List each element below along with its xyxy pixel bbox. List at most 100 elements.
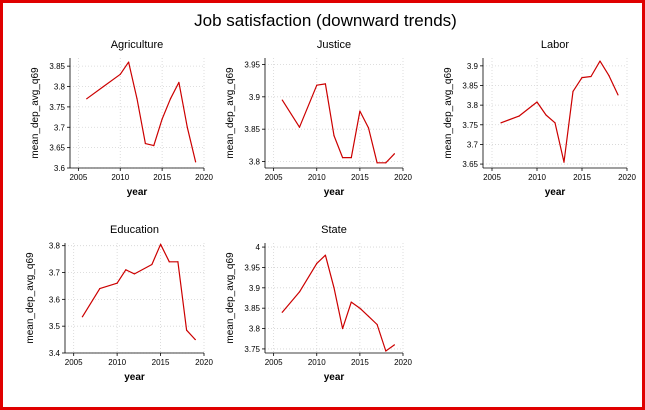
data-point xyxy=(102,85,105,88)
x-axis-title: year xyxy=(324,372,345,383)
data-point xyxy=(281,99,283,101)
y-tick-label: 3.95 xyxy=(244,263,260,272)
y-tick-label: 3.75 xyxy=(49,103,65,112)
y-tick-label: 3.85 xyxy=(244,125,260,134)
x-tick-label: 2020 xyxy=(195,173,213,182)
x-tick-label: 2005 xyxy=(483,173,501,182)
x-axis-title: year xyxy=(324,187,345,198)
x-tick-label: 2020 xyxy=(195,358,213,367)
x-tick-label: 2010 xyxy=(528,173,546,182)
panel-title: Agriculture xyxy=(111,39,164,51)
data-point xyxy=(385,350,387,352)
panel-state: 3.75 3.8 3.85 3.9 3.95 4 2005 2010 2015 2020 State… xyxy=(225,224,412,383)
y-tick-label: 3.75 xyxy=(244,345,260,354)
y-tick-label: 3.75 xyxy=(462,121,478,130)
x-tick-label: 2010 xyxy=(308,358,326,367)
data-point xyxy=(617,94,619,96)
data-point xyxy=(169,98,172,100)
data-point xyxy=(298,291,301,293)
data-point xyxy=(536,101,538,103)
x-axis-title: year xyxy=(124,372,145,383)
x-tick-label: 2005 xyxy=(265,173,283,182)
y-axis-title: mean_dep_avg_q69 xyxy=(443,67,454,159)
data-point xyxy=(367,315,370,317)
data-point xyxy=(144,142,146,145)
x-tick-label: 2010 xyxy=(108,358,126,367)
series-line xyxy=(281,83,395,164)
y-tick-label: 3.7 xyxy=(467,140,479,149)
y-tick-label: 3.8 xyxy=(467,101,479,110)
y-tick-label: 3.8 xyxy=(249,158,261,167)
y-tick-label: 3.8 xyxy=(49,242,61,251)
panel-title: State xyxy=(321,224,347,236)
data-point xyxy=(195,161,197,163)
x-axis-title: year xyxy=(127,187,148,198)
y-tick-label: 3.5 xyxy=(49,322,61,331)
series-line xyxy=(81,243,196,341)
data-point xyxy=(119,73,121,75)
x-tick-label: 2015 xyxy=(573,173,591,182)
data-point xyxy=(572,90,574,92)
series-line xyxy=(281,254,395,352)
panel-justice: 3.8 3.85 3.9 3.95 2005 2010 2015 2020 Justice yea… xyxy=(225,39,412,198)
data-point xyxy=(316,262,318,264)
data-point xyxy=(151,263,153,266)
y-tick-label: 3.9 xyxy=(249,93,261,102)
y-axis-title: mean_dep_avg_q69 xyxy=(30,67,41,159)
y-axis-title: mean_dep_avg_q69 xyxy=(225,67,236,159)
data-point xyxy=(376,323,378,326)
data-point xyxy=(342,157,344,159)
y-tick-label: 3.8 xyxy=(249,325,261,334)
y-axis-title: mean_dep_avg_q69 xyxy=(225,252,236,344)
y-tick-label: 3.7 xyxy=(54,123,66,132)
panel-title: Justice xyxy=(317,39,351,51)
y-tick-label: 3.8 xyxy=(54,83,66,92)
panel-title: Education xyxy=(110,224,159,236)
panel-agriculture: 3.6 3.65 3.7 3.75 3.8 3.85 2005 2010 2015 2020 Agr… xyxy=(30,39,213,198)
x-tick-label: 2005 xyxy=(265,358,283,367)
x-tick-label: 2015 xyxy=(351,358,369,367)
panel-education: 3.4 3.5 3.6 3.7 3.8 2005 2010 2015 2020 Education… xyxy=(25,224,213,383)
x-tick-label: 2015 xyxy=(152,358,170,367)
x-tick-label: 2005 xyxy=(69,173,87,182)
data-point xyxy=(350,157,352,159)
y-tick-label: 3.85 xyxy=(49,62,65,71)
x-tick-label: 2015 xyxy=(153,173,171,182)
y-tick-label: 3.65 xyxy=(462,160,478,169)
y-tick-label: 3.65 xyxy=(49,144,65,153)
data-point xyxy=(342,327,344,330)
data-point xyxy=(159,243,162,245)
x-tick-label: 2015 xyxy=(351,173,369,182)
data-point xyxy=(563,161,565,163)
data-point xyxy=(581,77,583,79)
y-tick-label: 3.4 xyxy=(49,349,61,358)
data-point xyxy=(177,261,179,263)
y-tick-label: 3.85 xyxy=(462,82,478,91)
data-point xyxy=(385,162,387,164)
data-point xyxy=(194,338,196,341)
data-point xyxy=(86,98,88,100)
data-point xyxy=(324,83,326,85)
series-line xyxy=(86,61,197,163)
x-axis-title: year xyxy=(545,187,566,198)
y-tick-label: 3.95 xyxy=(244,60,260,69)
panel-title: Labor xyxy=(541,39,569,51)
y-tick-label: 3.7 xyxy=(49,269,61,278)
data-point xyxy=(186,126,188,128)
data-point xyxy=(500,122,502,124)
x-tick-label: 2005 xyxy=(65,358,83,367)
x-tick-label: 2020 xyxy=(394,173,412,182)
y-tick-label: 3.9 xyxy=(467,62,479,71)
panel-labor: 3.65 3.7 3.75 3.8 3.85 3.9 2005 2010 2015 2020 Lab… xyxy=(443,39,636,198)
data-point xyxy=(324,254,326,256)
series-line xyxy=(500,60,619,163)
data-point xyxy=(608,75,610,77)
data-point xyxy=(186,329,188,331)
data-point xyxy=(367,127,370,129)
data-point xyxy=(116,282,118,284)
data-point xyxy=(359,110,361,112)
y-axis-title: mean_dep_avg_q69 xyxy=(25,252,36,344)
data-point xyxy=(128,61,130,63)
